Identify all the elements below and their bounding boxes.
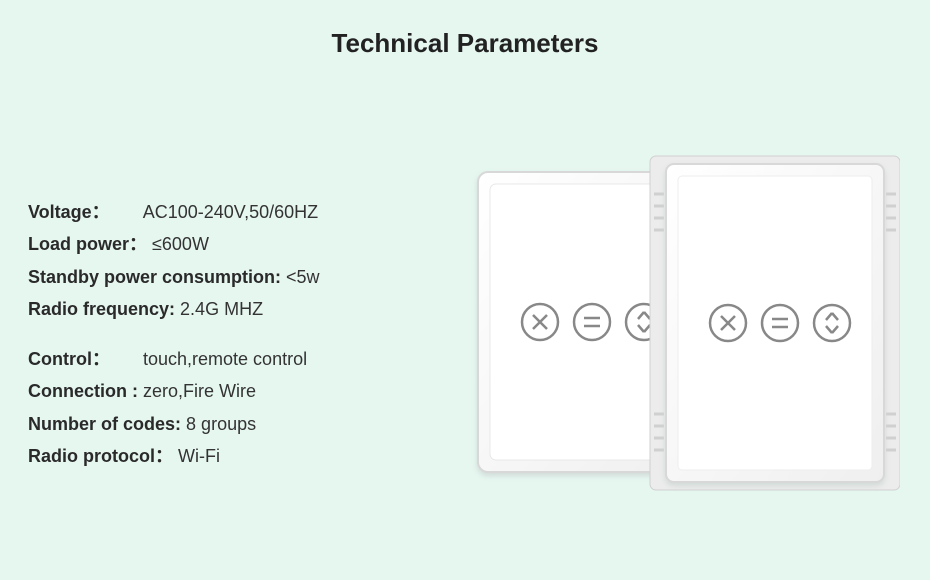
spec-row: Standby power consumption: <5w [28, 265, 458, 289]
spec-value: zero,Fire Wire [143, 381, 256, 401]
specs-block: Voltage： AC100-240V,50/60HZ Load power： … [28, 200, 458, 476]
spec-label: Radio protocol： [28, 446, 173, 466]
spec-value: ≤600W [152, 234, 209, 254]
spec-value: touch,remote control [143, 349, 307, 369]
spec-label: Number of codes: [28, 414, 181, 434]
spec-value: <5w [286, 267, 320, 287]
spec-label: Voltage： [28, 202, 110, 222]
product-image [470, 150, 900, 530]
spec-label: Standby power consumption: [28, 267, 281, 287]
spec-label: Control： [28, 349, 110, 369]
spec-value: Wi-Fi [178, 446, 220, 466]
spec-row: Load power： ≤600W [28, 232, 458, 256]
spec-label: Connection : [28, 381, 138, 401]
spec-value: 2.4G MHZ [180, 299, 263, 319]
spec-row: Radio protocol： Wi-Fi [28, 444, 458, 468]
spec-label: Load power： [28, 234, 147, 254]
spec-value: AC100-240V,50/60HZ [143, 202, 318, 222]
page-title: Technical Parameters [0, 28, 930, 59]
switch-panel-front [650, 156, 900, 490]
spec-row: Connection : zero,Fire Wire [28, 379, 458, 403]
spec-row: Radio frequency: 2.4G MHZ [28, 297, 458, 321]
spec-row: Control： touch,remote control [28, 347, 458, 371]
spec-row: Number of codes: 8 groups [28, 412, 458, 436]
spec-label: Radio frequency: [28, 299, 175, 319]
spec-row: Voltage： AC100-240V,50/60HZ [28, 200, 458, 224]
spec-value: 8 groups [186, 414, 256, 434]
